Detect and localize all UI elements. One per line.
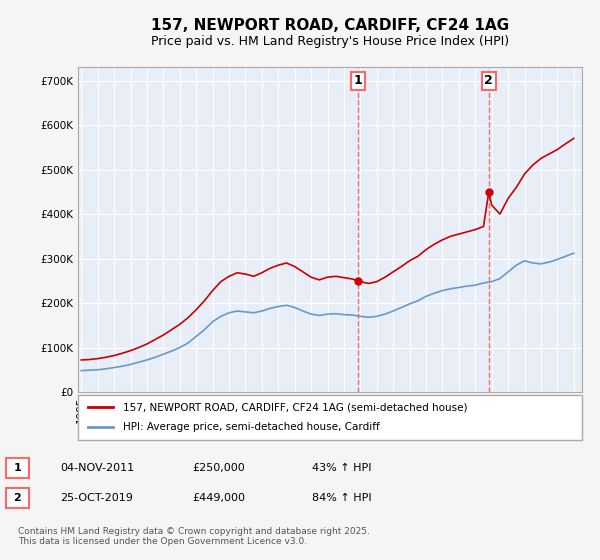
FancyBboxPatch shape (78, 395, 582, 440)
Text: HPI: Average price, semi-detached house, Cardiff: HPI: Average price, semi-detached house,… (124, 422, 380, 432)
Text: £250,000: £250,000 (192, 463, 245, 473)
Text: 43% ↑ HPI: 43% ↑ HPI (312, 463, 371, 473)
Text: 1: 1 (353, 74, 362, 87)
Text: Price paid vs. HM Land Registry's House Price Index (HPI): Price paid vs. HM Land Registry's House … (151, 35, 509, 49)
Text: 157, NEWPORT ROAD, CARDIFF, CF24 1AG (semi-detached house): 157, NEWPORT ROAD, CARDIFF, CF24 1AG (se… (124, 402, 468, 412)
Text: 25-OCT-2019: 25-OCT-2019 (60, 493, 133, 503)
Text: 84% ↑ HPI: 84% ↑ HPI (312, 493, 371, 503)
Text: 04-NOV-2011: 04-NOV-2011 (60, 463, 134, 473)
Text: 1: 1 (14, 463, 21, 473)
Text: 2: 2 (484, 74, 493, 87)
Text: £449,000: £449,000 (192, 493, 245, 503)
Text: 2: 2 (14, 493, 21, 503)
Text: 157, NEWPORT ROAD, CARDIFF, CF24 1AG: 157, NEWPORT ROAD, CARDIFF, CF24 1AG (151, 18, 509, 32)
Text: Contains HM Land Registry data © Crown copyright and database right 2025.
This d: Contains HM Land Registry data © Crown c… (18, 526, 370, 546)
